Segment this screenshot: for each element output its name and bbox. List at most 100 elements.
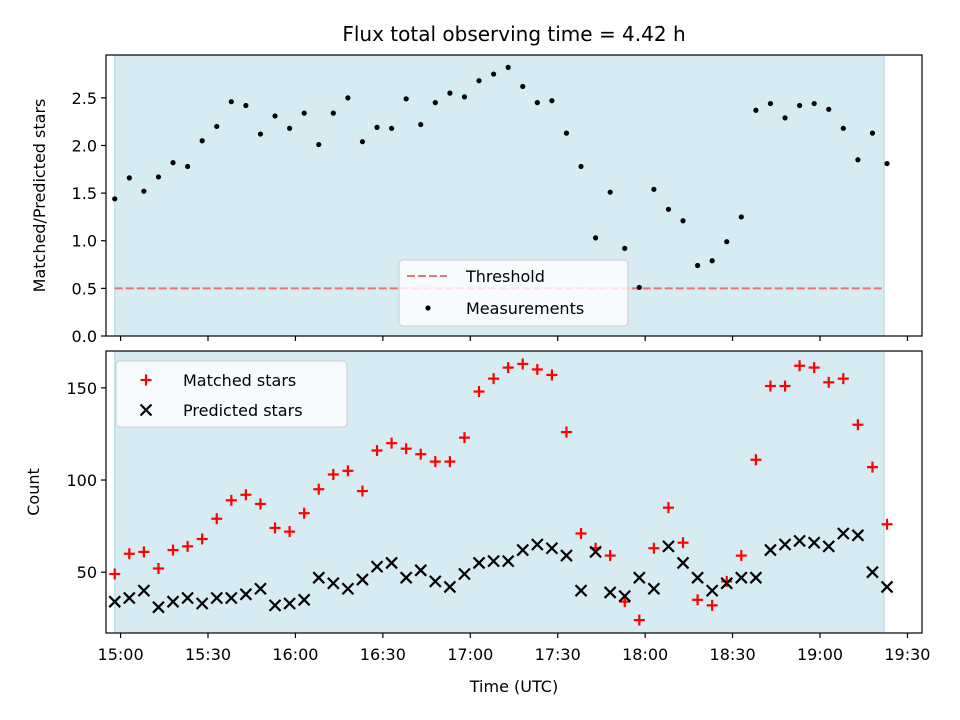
measurement-point [534,100,540,106]
matched-stars-point [138,546,150,558]
measurement-point [505,64,511,70]
predicted-stars-point [647,582,661,596]
y-tick-label: 1.5 [72,184,97,203]
measurement-point [141,188,147,194]
x-marker-b [662,540,675,553]
matched-stars-point [837,373,849,385]
axes-frame [105,54,923,337]
predicted-stars-point [851,529,865,542]
y-axis-title: Matched/Predicted stars [30,99,49,293]
measurement-point [228,99,234,105]
matched-stars-point [648,542,660,554]
predicted-stars-point [137,584,151,597]
predicted-stars-point [560,549,573,562]
x-axis-title: Time (UTC) [469,677,558,696]
x-marker-b [837,527,850,540]
measurement-point [403,96,409,102]
measurement-point [869,130,876,136]
predicted-stars-point [225,591,238,605]
y-tick-label: 0.0 [72,327,97,346]
measurement-point [680,218,686,224]
measurement-point [170,160,176,166]
predicted-stars-point [268,599,282,612]
x-marker-b [778,538,792,551]
matched-stars-point [444,456,456,468]
matched-stars-point [750,454,762,466]
predicted-stars-point [341,582,355,596]
legend: Threshold Measurements [398,259,629,327]
x-marker-b [458,567,471,581]
matched-stars-point [342,465,354,477]
matched-stars-point [225,494,237,506]
measurement-point [461,94,468,100]
measurement-point [840,125,846,131]
x-marker-b [472,556,486,570]
legend: Matched stars Predicted stars [115,360,348,428]
predicted-stars-point [399,571,413,584]
measurement-point [257,131,264,137]
x-marker-b [676,556,690,570]
predicted-stars-point [254,582,267,596]
chart-title: Flux total observing time = 4.42 h [342,22,685,46]
matched-stars-point [721,575,733,587]
predicted-stars-point [589,545,602,559]
predicted-stars-point [516,543,530,557]
y-tick-label: 50 [77,563,97,582]
x-tick-label: 17:00 [447,645,493,664]
x-marker-b [239,588,253,601]
matched-stars-point [415,448,427,460]
predicted-stars-point [370,560,384,573]
legend-matched-label: Matched stars [183,371,296,390]
matched-stars-point [400,443,412,455]
matched-stars-point [254,498,266,510]
predicted-stars-point [633,571,646,584]
x-marker-b [851,529,865,542]
x-marker-b [210,591,224,605]
matched-stars-point [240,489,252,501]
measurement-point [476,78,482,84]
predicted-stars-point [822,540,836,553]
predicted-stars-point [123,591,136,605]
predicted-stars-point [720,576,734,590]
x-marker-b [312,571,326,584]
measurement-point [287,125,293,131]
matched-stars-point [182,540,194,552]
y-tick-label: 1.0 [72,232,97,251]
matched-stars-point [794,360,806,372]
matched-stars-point [269,522,281,534]
measurement-point [811,100,817,107]
measurement-point [214,123,220,130]
matched-stars-point [109,568,121,580]
matched-stars-point [619,596,631,608]
legend-measurements-label: Measurements [466,299,584,318]
measurement-point [243,102,249,109]
measurement-point [301,110,307,116]
matched-stars-point [560,426,572,438]
matched-stars-point [604,550,616,562]
legend-measurements-swatch [425,305,431,311]
measurement-point [330,110,336,116]
x-marker-b [399,571,413,584]
matched-stars-point [808,362,820,374]
measurement-point [549,98,555,104]
predicted-stars-point [691,571,704,584]
predicted-stars-point [574,584,588,597]
measurement-point [826,106,832,112]
x-marker-b [735,571,748,584]
matched-stars-point [852,419,864,431]
x-marker-b [385,556,398,570]
measurement-point [563,130,570,136]
legend-predicted-label: Predicted stars [183,401,303,420]
matched-stars-point [866,461,878,473]
x-marker-b [254,582,267,596]
predicted-stars-point [735,571,748,584]
x-tick-label: 16:00 [272,645,318,664]
matched-stars-point [633,614,645,626]
x-tick-label: 19:00 [797,645,843,664]
x-tick-label: 15:00 [98,645,144,664]
x-tick-label: 18:00 [622,645,668,664]
x-marker-b [618,589,632,603]
predicted-stars-point [545,541,559,555]
x-marker-b [647,582,661,596]
